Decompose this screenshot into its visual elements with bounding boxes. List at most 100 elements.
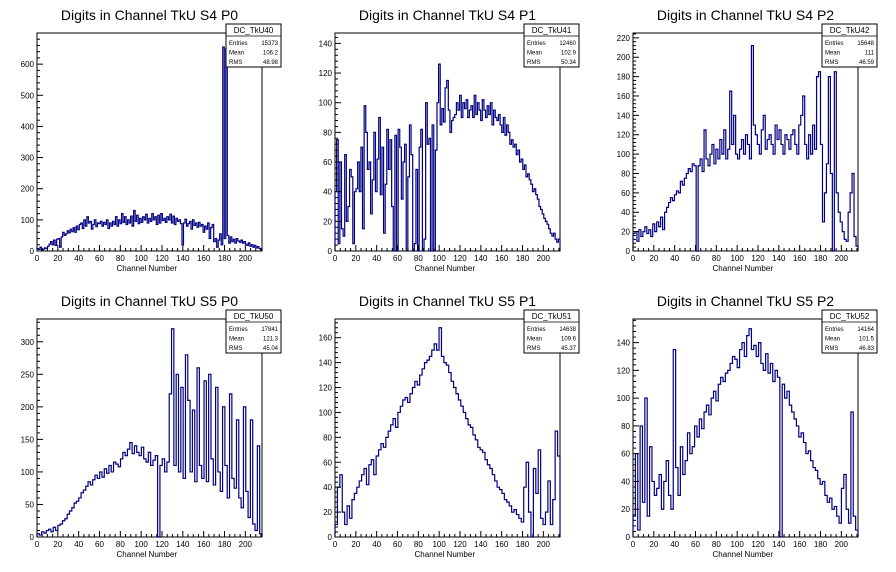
x-tick-label: 60 bbox=[393, 254, 402, 263]
stats-value: 17841 bbox=[261, 327, 278, 333]
x-tick-label: 120 bbox=[751, 540, 765, 549]
x-tick-label: 100 bbox=[730, 254, 744, 263]
stats-value: 106.2 bbox=[263, 51, 279, 57]
histogram-panel-6: Digits in Channel TkU S5 P2 0 20 40 60 80 100 1… bbox=[617, 293, 878, 559]
histogram-panel-2: Digits in Channel TkU S4 P1 0 20 40 60 80 100 1… bbox=[319, 7, 580, 273]
y-tick-label: 60 bbox=[323, 158, 332, 167]
x-tick-label: 100 bbox=[432, 254, 446, 263]
x-tick-label: 140 bbox=[474, 254, 488, 263]
stats-box-frame bbox=[523, 309, 580, 354]
y-tick-label: 50 bbox=[25, 500, 34, 509]
x-tick-label: 100 bbox=[730, 540, 744, 549]
stats-box-frame bbox=[523, 23, 580, 68]
chart-title: Digits in Channel TkU S4 P0 bbox=[61, 7, 238, 23]
x-axis-label: Channel Number bbox=[713, 550, 774, 559]
plot-frame bbox=[36, 32, 263, 252]
x-tick-label: 100 bbox=[134, 254, 148, 263]
x-tick-label: 180 bbox=[814, 254, 828, 263]
x-axis-label: Channel Number bbox=[415, 264, 476, 273]
histogram-series bbox=[334, 327, 561, 538]
chart-title: Digits in Channel TkU S5 P2 bbox=[657, 293, 834, 309]
x-tick-label: 140 bbox=[176, 540, 190, 549]
x-tick-label: 80 bbox=[414, 540, 423, 549]
x-tick-label: 60 bbox=[95, 254, 104, 263]
stats-label: RMS bbox=[825, 346, 838, 352]
stats-box: DC_TkU52 Entries 14164 Mean 101.5 RMS 46.83 bbox=[821, 309, 878, 354]
stats-label: Mean bbox=[229, 51, 244, 57]
x-tick-label: 120 bbox=[453, 254, 467, 263]
stats-box-frame bbox=[225, 309, 282, 354]
y-tick-label: 40 bbox=[323, 483, 332, 492]
x-tick-label: 60 bbox=[393, 540, 402, 549]
x-axis-label: Channel Number bbox=[117, 264, 178, 273]
stats-label: RMS bbox=[229, 346, 242, 352]
histogram-series bbox=[36, 328, 263, 538]
stats-value: 12460 bbox=[559, 41, 576, 47]
x-tick-label: 20 bbox=[351, 254, 360, 263]
histogram-panel-5: Digits in Channel TkU S5 P1 0 20 40 60 80 100 1… bbox=[319, 293, 580, 559]
stats-label: Entries bbox=[527, 327, 546, 333]
stats-label: RMS bbox=[527, 60, 540, 66]
stats-label: Entries bbox=[527, 41, 546, 47]
x-tick-label: 160 bbox=[197, 540, 211, 549]
stats-label: RMS bbox=[825, 60, 838, 66]
y-tick-label: 180 bbox=[617, 73, 631, 82]
x-tick-label: 20 bbox=[53, 254, 62, 263]
stats-box-frame bbox=[821, 23, 878, 68]
y-tick-label: 40 bbox=[621, 477, 630, 486]
y-tick-label: 0 bbox=[626, 247, 631, 256]
histogram-series bbox=[36, 46, 263, 251]
x-tick-label: 160 bbox=[793, 254, 807, 263]
x-tick-label: 40 bbox=[670, 254, 679, 263]
y-tick-label: 80 bbox=[323, 128, 332, 137]
y-tick-label: 250 bbox=[21, 370, 35, 379]
y-tick-label: 220 bbox=[617, 34, 631, 43]
x-tick-label: 160 bbox=[495, 254, 509, 263]
stats-value: 101.5 bbox=[859, 337, 875, 343]
histogram-panel-4: Digits in Channel TkU S5 P0 0 20 40 60 80 100 1… bbox=[21, 293, 282, 559]
stats-value: 46.83 bbox=[859, 346, 875, 352]
plot-frame bbox=[334, 32, 561, 252]
y-tick-label: 150 bbox=[21, 435, 35, 444]
stats-value: 50.34 bbox=[561, 60, 577, 66]
x-tick-label: 0 bbox=[35, 254, 40, 263]
x-tick-label: 120 bbox=[751, 254, 765, 263]
x-tick-label: 20 bbox=[649, 540, 658, 549]
x-tick-label: 80 bbox=[414, 254, 423, 263]
x-tick-label: 0 bbox=[333, 540, 338, 549]
stats-label: Mean bbox=[825, 337, 840, 343]
histogram-panel-1: Digits in Channel TkU S4 P0 0 20 40 60 80 100 1… bbox=[21, 7, 282, 273]
y-tick-label: 100 bbox=[319, 408, 333, 417]
x-tick-label: 180 bbox=[516, 540, 530, 549]
y-tick-label: 60 bbox=[323, 458, 332, 467]
y-tick-label: 20 bbox=[323, 217, 332, 226]
x-tick-label: 120 bbox=[155, 540, 169, 549]
x-tick-label: 180 bbox=[218, 540, 232, 549]
x-tick-label: 180 bbox=[218, 254, 232, 263]
y-tick-label: 100 bbox=[21, 468, 35, 477]
y-tick-label: 100 bbox=[617, 394, 631, 403]
x-tick-label: 180 bbox=[516, 254, 530, 263]
plot-frame bbox=[632, 318, 859, 538]
y-tick-label: 500 bbox=[21, 91, 35, 100]
stats-label: Mean bbox=[527, 51, 542, 57]
y-tick-label: 20 bbox=[621, 505, 630, 514]
y-tick-label: 140 bbox=[617, 111, 631, 120]
y-tick-label: 300 bbox=[21, 154, 35, 163]
stats-box-frame bbox=[821, 309, 878, 354]
x-tick-label: 140 bbox=[772, 540, 786, 549]
x-tick-label: 20 bbox=[53, 540, 62, 549]
stats-value: 15648 bbox=[857, 41, 874, 47]
x-axis-label: Channel Number bbox=[713, 264, 774, 273]
stats-box: DC_TkU51 Entries 14638 Mean 109.6 RMS 45.37 bbox=[523, 309, 580, 354]
x-tick-label: 160 bbox=[495, 540, 509, 549]
stats-label: Mean bbox=[825, 51, 840, 57]
y-tick-label: 0 bbox=[30, 533, 35, 542]
y-tick-label: 80 bbox=[621, 422, 630, 431]
stats-box: DC_TkU50 Entries 17841 Mean 121.3 RMS 45.04 bbox=[225, 309, 282, 354]
chart-title: Digits in Channel TkU S4 P1 bbox=[359, 7, 536, 23]
y-tick-label: 200 bbox=[617, 53, 631, 62]
x-tick-label: 140 bbox=[176, 254, 190, 263]
stats-value: 46.59 bbox=[859, 60, 875, 66]
y-tick-label: 300 bbox=[21, 338, 35, 347]
